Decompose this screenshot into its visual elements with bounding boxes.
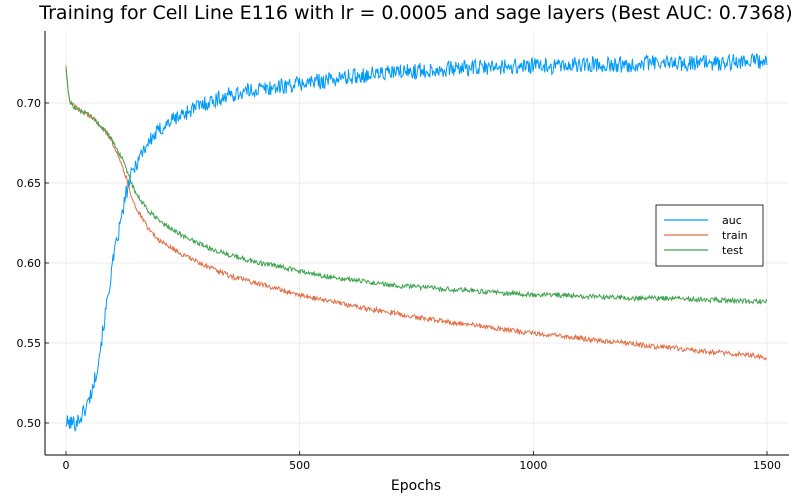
legend-label-train: train [722, 229, 748, 242]
y-tick-label: 0.65 [17, 177, 42, 190]
axes: 0 500 1000 1500 0.50 0.55 0.60 0.65 0.70 [17, 31, 789, 472]
x-tick-label: 500 [289, 459, 310, 472]
x-tick-label: 1500 [753, 459, 781, 472]
y-tick-label: 0.70 [17, 97, 42, 110]
x-tick-label: 0 [63, 459, 70, 472]
x-tick-label: 1000 [519, 459, 547, 472]
series-lines [65, 52, 768, 433]
legend-label-auc: auc [722, 214, 742, 227]
grid [45, 31, 789, 455]
legend-label-test: test [722, 244, 744, 257]
series-line-auc [65, 52, 768, 433]
series-line-test [65, 68, 768, 305]
y-tick-label: 0.50 [17, 417, 42, 430]
x-axis-label: Epochs [391, 478, 441, 494]
y-tick-label: 0.60 [17, 257, 42, 270]
legend: auc train test [655, 204, 764, 267]
chart-title: Training for Cell Line E116 with lr = 0.… [38, 2, 792, 24]
series-line-train [65, 65, 768, 361]
y-tick-label: 0.55 [17, 337, 42, 350]
